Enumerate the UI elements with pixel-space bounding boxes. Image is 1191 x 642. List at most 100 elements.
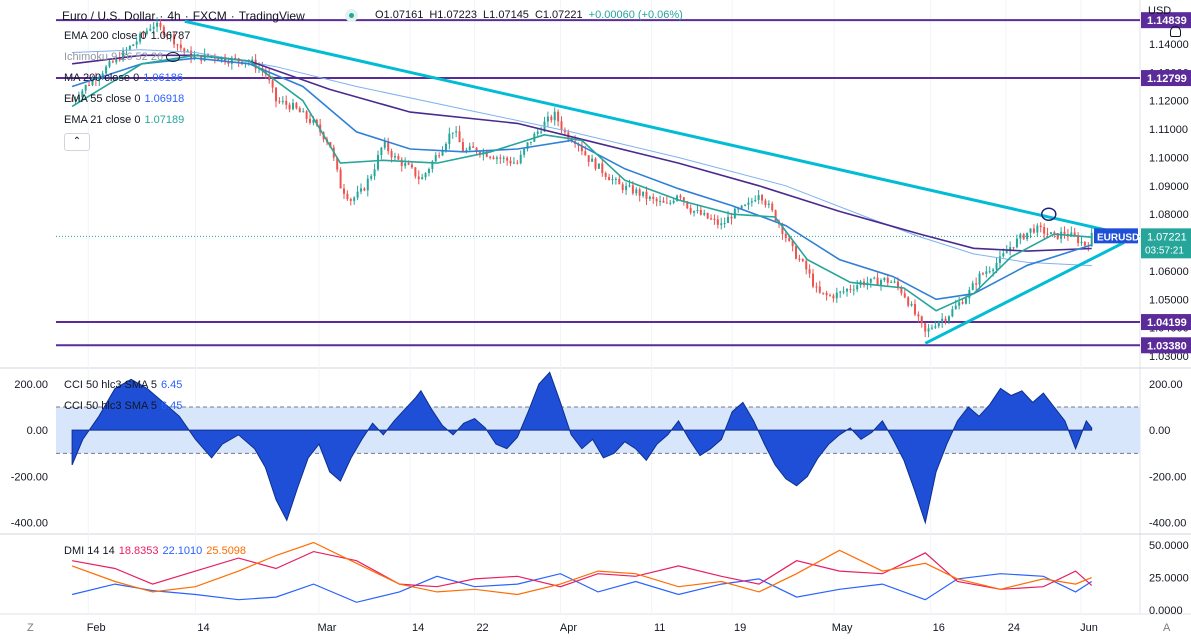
currency-label[interactable]: USD xyxy=(1148,5,1172,17)
candle-body xyxy=(723,223,726,225)
candle-body xyxy=(162,26,165,36)
candle-body xyxy=(1032,228,1035,233)
legend-cci-1[interactable]: CCI 50 hlc3 SMA 5 6.45 xyxy=(64,378,182,392)
auto-scale-button[interactable]: A xyxy=(1163,622,1171,634)
adx-value: 25.5098 xyxy=(206,545,247,557)
candle-body xyxy=(720,223,723,225)
legend-ema21[interactable]: EMA 21 close 0 1.07189 xyxy=(64,113,184,127)
candle-body xyxy=(591,158,594,162)
candle-body xyxy=(529,141,532,143)
candle-body xyxy=(985,271,988,274)
price-tick-label: 1.08000 xyxy=(1149,209,1189,221)
candle-body xyxy=(934,326,937,328)
candle-body xyxy=(183,48,186,53)
candle-body xyxy=(404,163,407,166)
legend-label: CCI 50 hlc3 SMA 5 xyxy=(64,400,157,412)
dmi-tick-label: 0.0000 xyxy=(1149,605,1183,617)
candle-body xyxy=(1046,233,1049,235)
candle-body xyxy=(346,193,349,200)
candle-body xyxy=(1053,232,1056,234)
candle-body xyxy=(744,204,747,206)
cci-tick-label-left: 0.00 xyxy=(27,425,48,437)
candle-body xyxy=(856,285,859,290)
market-status-icon[interactable] xyxy=(345,9,358,22)
candle-body xyxy=(176,44,179,46)
candle-body xyxy=(509,160,512,164)
time-tick-label: May xyxy=(832,622,853,634)
candle-body xyxy=(444,143,447,151)
legend-value: 6.45 xyxy=(160,400,183,412)
level-price-tag xyxy=(1141,12,1191,29)
candle-body xyxy=(485,151,488,157)
candle-body xyxy=(971,283,974,290)
collapse-legend-button[interactable]: ⌃ xyxy=(64,133,90,151)
candle-body xyxy=(1049,232,1052,235)
legend-cci-2[interactable]: CCI 50 hlc3 SMA 5 6.45 xyxy=(64,399,182,413)
candle-body xyxy=(1083,241,1086,246)
candle-body xyxy=(601,163,604,174)
candle-body xyxy=(995,262,998,270)
candle-body xyxy=(1077,235,1080,243)
time-tick-label: 11 xyxy=(654,622,665,634)
candle-body xyxy=(553,111,556,121)
candle-body xyxy=(716,219,719,225)
legend-ema55[interactable]: EMA 55 close 0 1.06918 xyxy=(64,92,184,106)
timezone-button[interactable]: Z xyxy=(27,622,34,634)
candle-body xyxy=(893,281,896,283)
candle-body xyxy=(298,108,301,113)
candle-body xyxy=(149,28,152,31)
candle-body xyxy=(608,176,611,181)
candle-body xyxy=(234,57,237,59)
alert-bell-icon[interactable] xyxy=(1170,26,1181,37)
dmi-tick-label: 50.0000 xyxy=(1149,540,1189,552)
candle-body xyxy=(81,90,84,98)
candle-body xyxy=(682,197,685,202)
symbol-title[interactable]: Euro / U.S. Dollar · 4h · FXCM · TradingView xyxy=(62,9,305,23)
level-price-label: 1.03380 xyxy=(1147,340,1187,352)
candle-body xyxy=(727,216,730,224)
level-price-tag xyxy=(1141,337,1191,354)
candle-body xyxy=(975,283,978,285)
candle-body xyxy=(278,101,281,103)
candle-body xyxy=(200,54,203,61)
price-tick-label: 1.05000 xyxy=(1149,294,1189,306)
candle-body xyxy=(275,87,278,102)
candle-body xyxy=(1039,225,1042,228)
candle-body xyxy=(740,205,743,209)
candle-body xyxy=(342,188,345,194)
candle-body xyxy=(845,289,848,292)
candle-body xyxy=(951,309,954,317)
candle-body xyxy=(312,119,315,123)
candle-body xyxy=(305,111,308,119)
legend-ema200[interactable]: EMA 200 close 0 1.06787 xyxy=(64,29,190,43)
legend-ichimoku[interactable]: Ichimoku 9 26 52 26 xyxy=(64,50,181,64)
trendline xyxy=(924,241,1125,345)
legend-label: EMA 55 close 0 xyxy=(64,93,141,105)
candle-body xyxy=(669,202,672,204)
interval: 4h xyxy=(167,9,181,23)
cci-tick-label-left: -400.00 xyxy=(11,518,48,530)
legend-dmi[interactable]: DMI 14 14 18.8353 22.1010 25.5098 xyxy=(64,544,246,558)
cci-tick-label-left: 200.00 xyxy=(14,379,48,391)
candle-body xyxy=(489,156,492,158)
candle-body xyxy=(958,302,961,306)
price-tick-label: 1.12000 xyxy=(1149,96,1189,108)
legend-ma200[interactable]: MA 200 close 0 1.06186 xyxy=(64,71,183,85)
symbol-tag-label: EURUSD xyxy=(1097,232,1139,243)
candle-body xyxy=(383,141,386,148)
candle-body xyxy=(349,199,352,201)
hidden-eye-icon[interactable] xyxy=(166,52,181,63)
candle-body xyxy=(271,80,274,88)
candle-body xyxy=(71,100,74,102)
candle-body xyxy=(747,202,750,205)
legend-value: 1.06186 xyxy=(143,72,183,84)
candle-body xyxy=(186,50,189,53)
candle-body xyxy=(879,280,882,285)
candle-body xyxy=(944,318,947,322)
dmi-plus-value: 18.8353 xyxy=(118,545,159,557)
candle-body xyxy=(1036,225,1039,233)
candle-body xyxy=(808,269,811,274)
candle-body xyxy=(336,157,339,170)
candle-body xyxy=(387,141,390,152)
